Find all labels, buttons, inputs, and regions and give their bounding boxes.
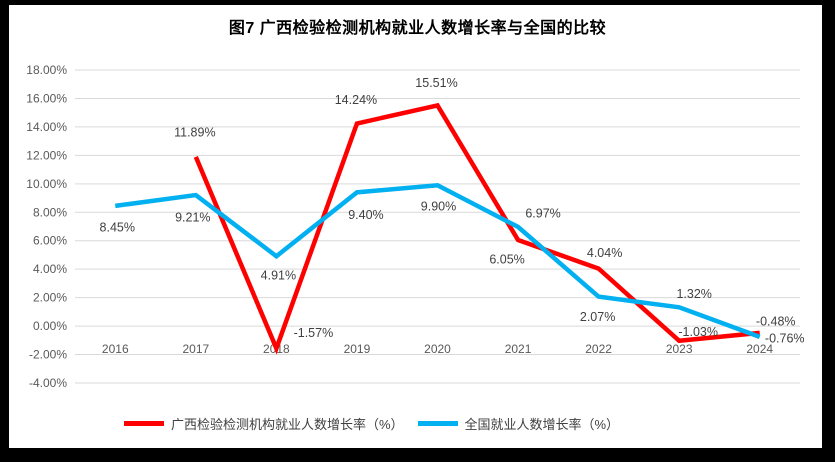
y-axis-tick-label: 10.00% (26, 177, 67, 191)
chart-canvas (9, 5, 822, 448)
guangxi-line-swatch-icon (123, 420, 164, 426)
y-axis-tick-label: 14.00% (26, 120, 67, 134)
y-axis-tick-label: 8.00% (33, 205, 67, 219)
y-axis-tick-label: 16.00% (26, 91, 67, 105)
data-label-national: 6.97% (525, 206, 560, 220)
legend-item-national: 全国就业人数增长率（%） (417, 414, 620, 433)
y-axis-tick-label: 2.00% (33, 291, 67, 305)
data-label-national: 9.21% (175, 211, 210, 225)
data-label-guangxi: 14.24% (335, 93, 377, 107)
x-axis-tick-label: 2024 (746, 342, 773, 356)
x-axis-tick-label: 2017 (182, 342, 209, 356)
data-label-guangxi: 4.04% (587, 246, 622, 260)
y-axis-tick-label: -4.00% (29, 376, 67, 390)
data-label-national: 9.40% (348, 208, 383, 222)
x-axis-tick-label: 2021 (505, 342, 532, 356)
data-label-national: -0.76% (765, 331, 805, 345)
legend-label-guangxi: 广西检验检测机构就业人数增长率（%） (170, 416, 404, 432)
y-axis-tick-label: 4.00% (33, 262, 67, 276)
data-label-national: 9.90% (421, 200, 456, 214)
data-label-national: 4.91% (261, 269, 296, 283)
data-label-guangxi: -0.48% (756, 314, 796, 328)
data-label-guangxi: -1.03% (678, 325, 718, 339)
y-axis-tick-label: 6.00% (33, 234, 67, 248)
x-axis-tick-label: 2023 (666, 342, 693, 356)
data-label-national: 1.32% (676, 287, 711, 301)
series-line-guangxi (193, 102, 760, 355)
x-axis-tick-label: 2016 (102, 342, 129, 356)
chart-legend: 广西检验检测机构就业人数增长率（%） 全国就业人数增长率（%） (0, 411, 789, 435)
series-line-national (114, 182, 761, 340)
data-label-national: 8.45% (100, 220, 135, 234)
x-axis-tick-label: 2019 (344, 342, 371, 356)
y-axis-tick-label: 18.00% (26, 63, 67, 77)
data-label-guangxi: -1.57% (294, 326, 334, 340)
x-axis-tick-label: 2020 (424, 342, 451, 356)
legend-item-guangxi: 广西检验检测机构就业人数增长率（%） (123, 414, 404, 433)
national-line-swatch-icon (417, 420, 458, 426)
chart-title: 图7 广西检验检测机构就业人数增长率与全国的比较 (228, 20, 607, 37)
y-axis-tick-label: 12.00% (26, 148, 67, 162)
data-label-guangxi: 11.89% (174, 125, 215, 139)
data-label-national: 2.07% (580, 310, 615, 324)
data-label-guangxi: 15.51% (415, 76, 457, 90)
y-axis-tick-label: -2.00% (29, 348, 67, 362)
x-axis-tick-label: 2022 (585, 342, 612, 356)
data-label-guangxi: 6.05% (489, 253, 524, 267)
y-axis-tick-label: 0.00% (33, 319, 67, 333)
legend-label-national: 全国就业人数增长率（%） (464, 416, 620, 432)
